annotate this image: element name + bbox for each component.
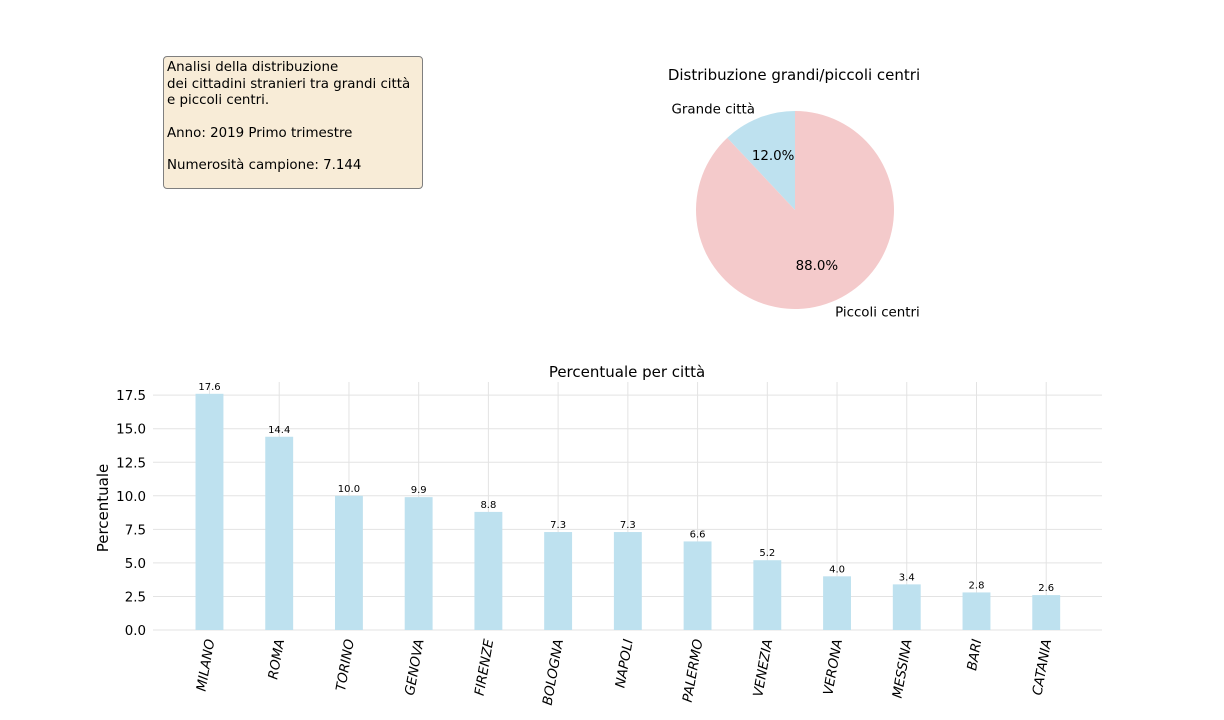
pie-chart: 12.0% Grande città 88.0% Piccoli centri [672, 102, 920, 321]
bar [823, 576, 851, 630]
pie-slice-label: Piccoli centri [835, 305, 920, 320]
x-ticks: MILANO ROMA TORINO GENOVA FIRENZE BOLOGNA NAPO… [194, 638, 1055, 707]
x-tick-label: BARI [965, 638, 985, 672]
info-line-1: Analisi della distribuzione [167, 60, 339, 75]
x-tick-label: PALERMO [681, 638, 707, 704]
bar [195, 393, 224, 630]
info-line-2: dei cittadini stranieri tra grandi città [167, 76, 411, 92]
x-tick-label: MESSINA [891, 638, 916, 699]
y-tick-label: 10.0 [116, 490, 146, 505]
x-tick-label: ROMA [266, 638, 288, 681]
y-tick-label: 7.5 [125, 523, 146, 538]
y-tick-label: 2.5 [125, 590, 146, 605]
bar [892, 584, 921, 630]
bars: 17.6 14.4 10.0 9.9 8.8 7.3 7.3 6.6 5.2 4.0 3.4 2.8 2… [195, 382, 1061, 630]
bar-title: Percentuale per città [549, 363, 705, 381]
bar-value-label: 17.6 [198, 382, 220, 393]
bar-value-label: 6.6 [690, 529, 706, 540]
pie-percent-label: 88.0% [796, 259, 839, 274]
bar-value-label: 14.4 [268, 425, 290, 436]
bar-value-label: 5.2 [759, 548, 775, 559]
x-tick-label: GENOVA [403, 638, 428, 697]
bar-value-label: 4.0 [829, 564, 845, 575]
pie-slice [696, 111, 894, 309]
bar [544, 532, 573, 630]
x-tick-label: VENEZIA [751, 638, 776, 698]
y-tick-label: 15.0 [116, 423, 146, 438]
y-tick-label: 0.0 [125, 624, 146, 639]
bar-value-label: 9.9 [411, 485, 427, 496]
bar-value-label: 7.3 [550, 520, 566, 531]
bar [962, 592, 991, 630]
y-tick-label: 17.5 [116, 389, 146, 404]
info-box: Analisi della distribuzione dei cittadin… [163, 56, 423, 189]
info-sample: Numerosità campione: 7.144 [167, 158, 362, 173]
x-tick-label: NAPOLI [613, 638, 636, 689]
bar-value-label: 7.3 [620, 520, 636, 531]
info-year: Anno: 2019 Primo trimestre [167, 125, 353, 141]
x-tick-label: FIRENZE [473, 638, 498, 697]
info-line-3: e piccoli centri. [167, 93, 270, 108]
bar-value-label: 3.4 [899, 572, 915, 583]
y-ticks: 0.0 2.5 5.0 7.5 10.0 12.5 15.0 17.5 [116, 389, 146, 639]
bar-value-label: 8.8 [480, 500, 496, 511]
pie-title: Distribuzione grandi/piccoli centri [668, 66, 920, 84]
pie-percent-label: 12.0% [752, 149, 795, 164]
bar [753, 560, 782, 630]
y-axis-label: Percentuale [94, 464, 112, 553]
x-tick-label: CATANIA [1031, 638, 1056, 697]
x-tick-label: TORINO [334, 638, 358, 692]
x-tick-label: BOLOGNA [541, 638, 567, 706]
bar [265, 436, 294, 630]
bar [474, 511, 503, 630]
bar [683, 541, 712, 630]
bar [613, 532, 642, 630]
bar [334, 495, 363, 630]
y-tick-label: 12.5 [116, 456, 146, 471]
x-tick-label: MILANO [194, 638, 218, 692]
y-tick-label: 5.0 [125, 557, 146, 572]
bar-value-label: 2.8 [969, 580, 985, 591]
bar [404, 497, 433, 630]
bar [1032, 595, 1061, 630]
pie-slice-label: Grande città [672, 102, 755, 118]
bar-value-label: 2.6 [1038, 583, 1054, 594]
pie-slice [727, 111, 795, 210]
bar-value-label: 10.0 [338, 484, 360, 495]
x-tick-label: VERONA [821, 638, 846, 696]
